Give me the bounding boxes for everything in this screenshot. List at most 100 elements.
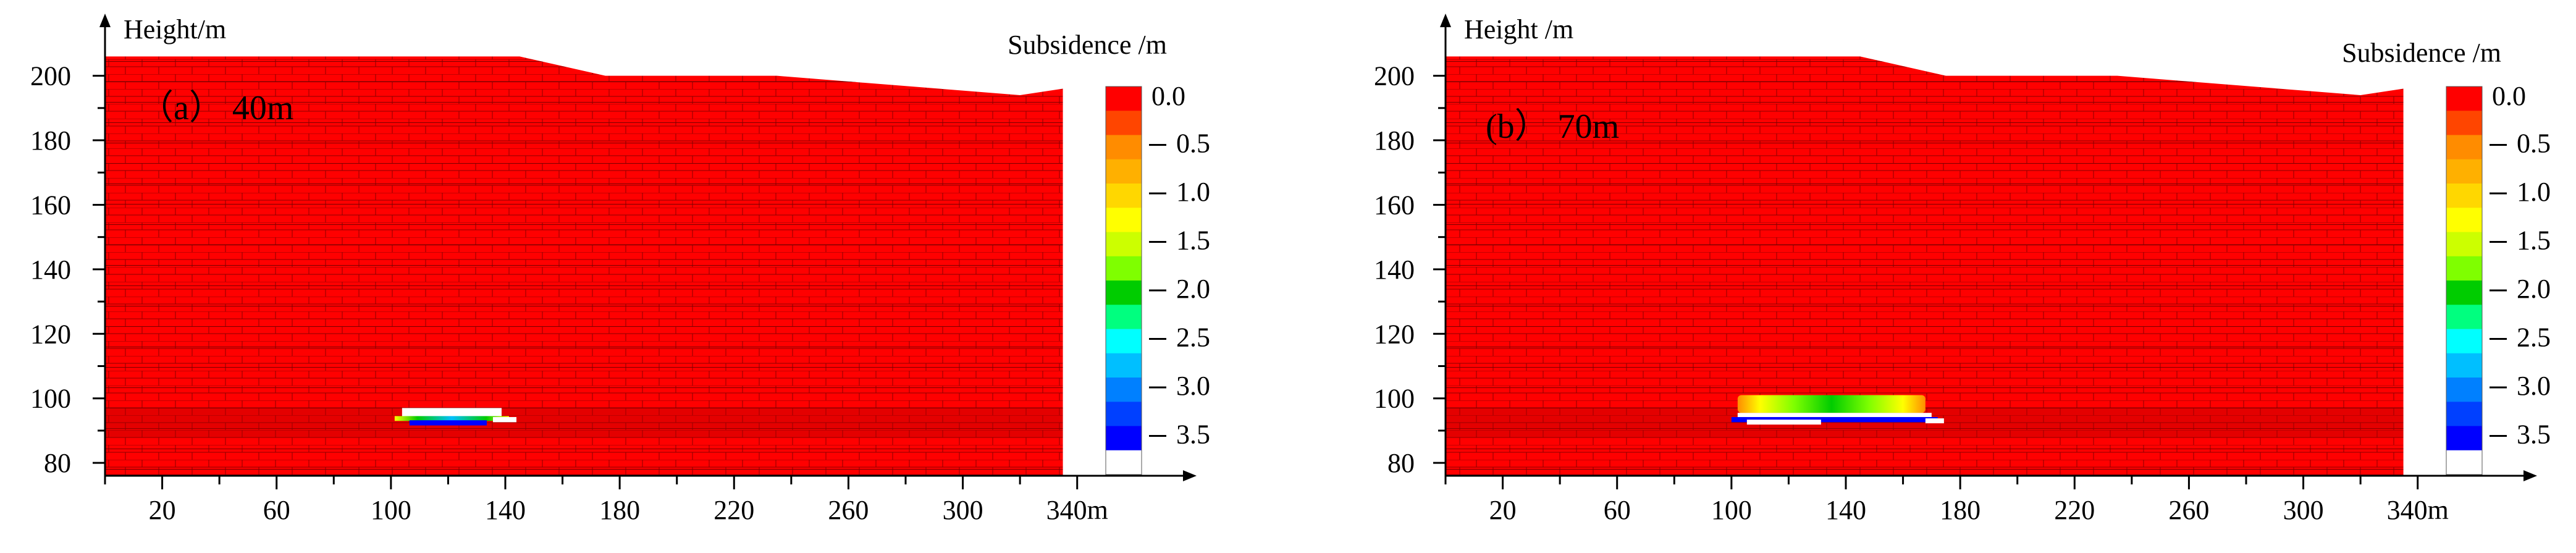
colorbar-step — [1106, 159, 1142, 184]
panel-a: 20 60 100 140 180 220 260 300 340m 80 100 120 140 16… — [30, 14, 1210, 525]
panel-label: （a） 40m — [139, 89, 293, 127]
rock-model — [1446, 56, 2404, 476]
x-tick-label: 20 — [149, 495, 176, 525]
y-tick-label: 80 — [1387, 448, 1415, 478]
y-tick-labels: 80 100 120 140 160 180 200 — [30, 61, 71, 478]
x-tick-label: 100 — [371, 495, 411, 525]
y-axis-arrow — [1440, 14, 1451, 27]
y-tick-label: 160 — [1374, 190, 1415, 220]
colorbar-step — [2446, 111, 2482, 135]
colorbar-title: Subsidence /m — [2342, 38, 2501, 68]
colorbar-step — [1106, 378, 1142, 402]
x-tick-label: 300 — [943, 495, 983, 525]
x-tick-labels: 20 60 100 140 180 220 260 300 340m — [1489, 495, 2449, 525]
coal-seam-band — [1446, 408, 2404, 437]
goaf-void — [1737, 413, 1932, 417]
x-axis-arrow — [1183, 470, 1197, 481]
y-tick-label: 100 — [30, 384, 71, 414]
coal-seam-band — [105, 408, 1063, 437]
y-axis — [93, 14, 111, 483]
colorbar-step — [1106, 353, 1142, 378]
colorbar-title: Subsidence /m — [1008, 30, 1167, 60]
colorbar-tick-label: 3.5 — [2517, 420, 2551, 450]
colorbar-step — [2446, 135, 2482, 160]
colorbar-tick-label: 2.5 — [2517, 323, 2551, 353]
y-tick-label: 140 — [30, 255, 71, 285]
colorbar-step — [2446, 87, 2482, 111]
colorbar-step — [1106, 305, 1142, 329]
colorbar-step — [1106, 111, 1142, 135]
x-tick-label: 220 — [713, 495, 754, 525]
x-tick-label: 180 — [599, 495, 640, 525]
y-tick-label: 120 — [30, 319, 71, 349]
x-tick-label: 260 — [2168, 495, 2209, 525]
goaf-edge-void — [1925, 418, 1944, 424]
colorbar-frame — [1105, 86, 1142, 475]
goaf-edge-void — [493, 416, 516, 423]
x-tick-labels: 20 60 100 140 180 220 260 300 340m — [149, 495, 1108, 525]
x-tick-label: 100 — [1711, 495, 1752, 525]
panel-label: (b） 70m — [1486, 108, 1619, 146]
goaf-void — [1746, 420, 1821, 425]
colorbar-step — [2446, 208, 2482, 232]
x-tick-label: 260 — [828, 495, 869, 525]
colorbar-tick-labels: 0.0 0.5 1.0 1.5 2.0 2.5 3.0 3.5 — [1149, 81, 1210, 450]
colorbar-step — [1106, 256, 1142, 281]
colorbar — [2446, 86, 2483, 475]
x-tick-label: 340m — [1046, 495, 1108, 525]
max-subsidence-zone — [1731, 416, 1938, 423]
colorbar-step — [2446, 159, 2482, 184]
panel-b: 20 60 100 140 180 220 260 300 340m 80 100 120 140 16… — [1374, 14, 2551, 525]
colorbar-step — [1106, 135, 1142, 160]
colorbar-tick-labels: 0.0 0.5 1.0 1.5 2.0 2.5 3.0 3.5 — [2490, 81, 2551, 450]
colorbar-step — [1106, 426, 1142, 451]
x-tick-label: 140 — [1825, 495, 1866, 525]
y-tick-label: 160 — [30, 190, 71, 220]
y-axis-arrow — [99, 14, 111, 27]
colorbar-step — [1106, 184, 1142, 208]
colorbar-tick-label: 0.5 — [2517, 129, 2551, 159]
colorbar-tick-label: 1.0 — [2517, 177, 2551, 207]
y-tick-label: 180 — [30, 125, 71, 156]
colorbar-step — [1106, 329, 1142, 354]
colorbar-tick-label: 2.0 — [1176, 274, 1210, 304]
caving-zone — [1737, 395, 1926, 413]
colorbar-tick-label: 3.0 — [2517, 371, 2551, 401]
x-tick-label: 340m — [2387, 495, 2449, 525]
y-tick-labels: 80 100 120 140 160 180 200 — [1374, 61, 1415, 478]
x-tick-label: 60 — [263, 495, 290, 525]
colorbar — [1105, 86, 1142, 475]
y-axis-label: Height/m — [124, 14, 226, 44]
colorbar-step — [1106, 450, 1142, 475]
bedding-lines — [1446, 56, 2404, 476]
bedding-lines — [105, 56, 1063, 476]
max-subsidence-zone — [409, 420, 487, 426]
y-tick-label: 120 — [1374, 319, 1415, 349]
colorbar-tick-label: 1.0 — [1176, 177, 1210, 207]
colorbar-step — [1106, 208, 1142, 232]
colorbar-tick-label: 2.5 — [1176, 323, 1210, 353]
colorbar-tick-label: 3.5 — [1176, 420, 1210, 450]
colorbar-frame — [2446, 86, 2483, 475]
y-tick-label: 80 — [44, 448, 71, 478]
colorbar-tick-label: 3.0 — [1176, 371, 1210, 401]
y-tick-label: 140 — [1374, 255, 1415, 285]
colorbar-tick-label: 0.0 — [1151, 81, 1185, 111]
colorbar-step — [2446, 329, 2482, 354]
colorbar-step — [2446, 184, 2482, 208]
colorbar-tick-label: 0.0 — [2492, 81, 2526, 111]
colorbar-step — [2446, 402, 2482, 426]
colorbar-step — [1106, 87, 1142, 111]
x-tick-label: 20 — [1489, 495, 1517, 525]
x-tick-label: 140 — [485, 495, 526, 525]
y-tick-label: 200 — [30, 61, 71, 91]
colorbar-step — [1106, 281, 1142, 305]
colorbar-step — [2446, 281, 2482, 305]
colorbar-step — [2446, 426, 2482, 451]
colorbar-step — [2446, 378, 2482, 402]
colorbar-step — [2446, 305, 2482, 329]
colorbar-tick-label: 1.5 — [2517, 226, 2551, 256]
y-axis — [1433, 14, 1451, 483]
